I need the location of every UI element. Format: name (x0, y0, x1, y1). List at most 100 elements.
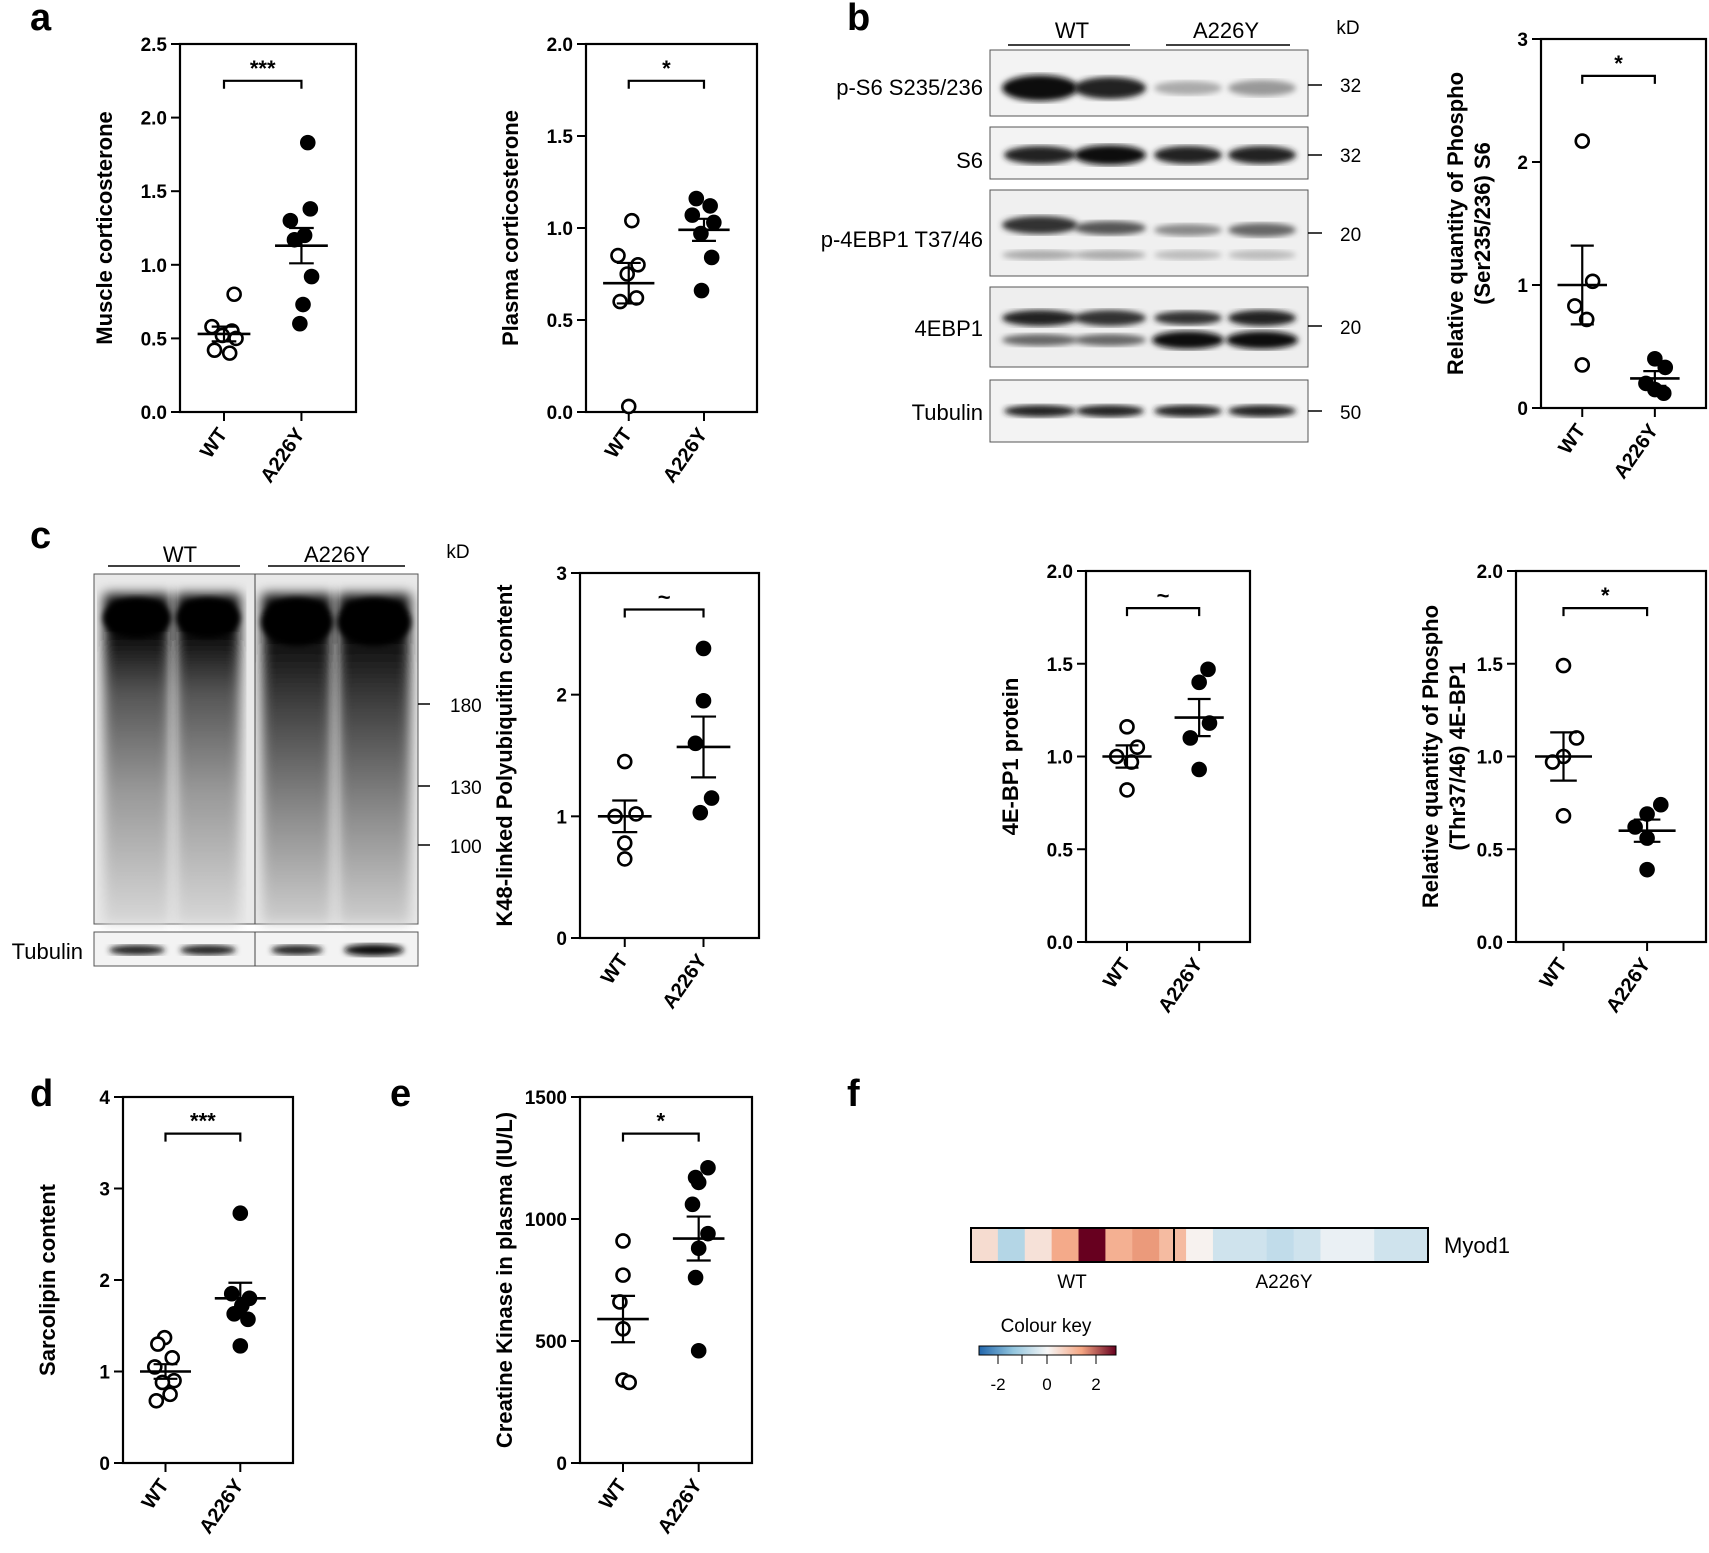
y-tick-label: 1.0 (547, 219, 573, 240)
data-point-filled (695, 692, 712, 709)
data-point-open (1574, 357, 1591, 373)
colour-key-bar (978, 1345, 1117, 1356)
heatmap-cell (997, 1228, 1026, 1262)
data-point-open (214, 327, 231, 344)
data-point-open (1119, 719, 1135, 735)
plot-frame (1539, 37, 1708, 410)
y-tick-label: 2.0 (141, 109, 167, 130)
heatmap-cell (1212, 1228, 1241, 1262)
blot-c-group-wt: WT (163, 542, 197, 567)
data-point-filled (1191, 674, 1207, 691)
heatmap-cell (1051, 1228, 1080, 1262)
y-tick-label: 2.5 (141, 35, 168, 56)
data-point-open (616, 753, 633, 770)
y-tick-label: 1.0 (141, 256, 167, 277)
y-tick-label: 1 (99, 1363, 110, 1384)
data-point-filled (292, 315, 308, 332)
y-tick-label: 0.0 (141, 403, 167, 424)
data-point-open (610, 247, 626, 264)
blot-b-group-wt: WT (1055, 18, 1089, 43)
x-tick-label: WT (1554, 420, 1590, 458)
data-point-filled (232, 1205, 249, 1222)
data-point-filled (232, 1338, 249, 1354)
y-tick-label: 3 (556, 564, 567, 585)
chart-muscle-corticosterone: 0.0 0.5 1.0 1.5 2.0 2.5 WT A226Y Muscle corticos… (92, 35, 358, 487)
y-axis-label: Creatine Kinase in plasma (IU/L) (492, 1112, 517, 1448)
data-point-filled (1647, 350, 1663, 367)
y-tick-label: 2 (99, 1271, 110, 1292)
data-point-open (162, 1386, 178, 1403)
y-tick-label: 1.5 (1047, 655, 1074, 676)
y-tick-label: 2 (556, 686, 567, 707)
data-point-open (615, 1267, 631, 1283)
x-tick-label: WT (1536, 954, 1572, 992)
y-axis-label: 4E-BP1 protein (998, 678, 1023, 836)
data-point-filled (1639, 861, 1655, 878)
data-point-filled (302, 201, 319, 217)
data-point-open (164, 1349, 181, 1366)
data-point-filled (303, 268, 320, 285)
data-point-open (621, 1374, 637, 1391)
data-point-open (624, 212, 640, 229)
colour-key-tick-0: 0 (1042, 1375, 1051, 1394)
x-tick-label: A226Y (654, 1475, 707, 1538)
data-point-filled (299, 134, 316, 151)
data-point-open (628, 806, 644, 822)
x-tick-label: WT (597, 950, 633, 988)
panel-label-d: d (30, 1073, 53, 1115)
heatmap-group-wt: WT (1057, 1272, 1087, 1293)
x-tick-label: A226Y (659, 950, 712, 1013)
significance-bracket (1581, 74, 1656, 84)
y-axis-label: Relative quantity of Phospho (1443, 72, 1468, 375)
y-tick-label: 0 (556, 1454, 567, 1475)
blot-b-kd-tubulin: 50 (1340, 403, 1361, 424)
data-point-filled (690, 1174, 707, 1191)
heatmap-myod1: Myod1 WT A226Y Colour key -2 0 2 (970, 1227, 1510, 1394)
y-tick-label: 0.0 (1047, 933, 1073, 954)
y-tick-label: 0.5 (547, 311, 574, 332)
data-point-filled (687, 1269, 704, 1286)
blot-b-row-label-S6: S6 (956, 148, 983, 173)
y-tick-label: 3 (99, 1180, 110, 1201)
significance-bracket (627, 79, 706, 89)
colour-key-title: Colour key (1001, 1316, 1092, 1337)
data-point-filled (695, 640, 712, 657)
plot-frame (121, 1095, 295, 1465)
y-axis-label: Sarcolipin content (35, 1183, 60, 1376)
blot-c-tubulin-label: Tubulin (12, 939, 83, 964)
panel-label-f: f (847, 1073, 860, 1115)
heatmap-cell (1374, 1228, 1402, 1262)
heatmap-cell (1159, 1228, 1187, 1262)
data-point-open (206, 342, 223, 358)
y-axis-label: Plasma corticosterone (498, 110, 523, 346)
x-tick-label: WT (595, 1475, 631, 1513)
blot-b-kd-pS6: 32 (1340, 76, 1361, 97)
x-tick-label: A226Y (256, 424, 309, 487)
heatmap-cell (1293, 1228, 1321, 1262)
plot-frame (178, 42, 358, 414)
heatmap-cell (1347, 1228, 1375, 1262)
data-point-filled (1191, 761, 1207, 778)
x-tick-label: WT (196, 424, 232, 462)
data-point-filled (1200, 661, 1216, 678)
y-tick-label: 0 (1517, 399, 1528, 420)
heatmap-cell (1401, 1228, 1429, 1262)
data-point-filled (223, 1285, 240, 1302)
blot-c-kd-header: kD (446, 542, 469, 563)
data-point-open (1578, 311, 1595, 328)
western-blot-b: WT A226Y kD p-S6 S235/236 32 S6 32 p-4EB… (821, 18, 1361, 443)
y-tick-label: 1 (1517, 276, 1528, 297)
colour-key-tick-neg2: -2 (990, 1375, 1005, 1394)
significance-label: ~ (1157, 583, 1170, 608)
y-tick-label: 0 (99, 1454, 110, 1475)
blot-b-kd-4EBP1: 20 (1340, 318, 1361, 339)
chart-4ebp1-protein: 0.0 0.5 1.0 1.5 2.0 WT A226Y 4E-BP1 protein ~ (998, 562, 1252, 1017)
significance-label: *** (190, 1109, 216, 1134)
plot-frame (584, 42, 759, 414)
blot-b-row-label-pS6: p-S6 S235/236 (836, 75, 983, 100)
data-point-open (616, 835, 633, 851)
y-tick-label: 1 (556, 807, 567, 828)
significance-bracket (222, 79, 303, 89)
significance-bracket (1125, 607, 1201, 617)
panel-label-e: e (390, 1073, 411, 1115)
